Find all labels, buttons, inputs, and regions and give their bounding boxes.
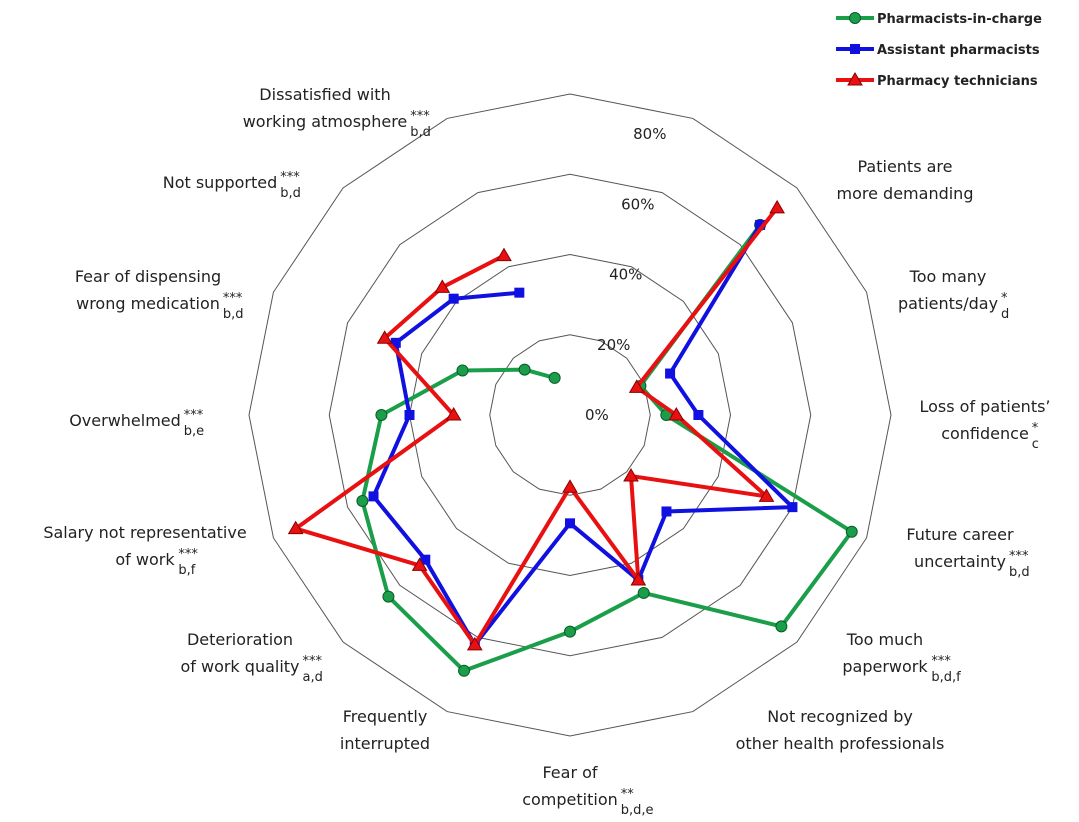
- category-label: Salary not representative of work: [43, 523, 246, 569]
- marker: [623, 468, 639, 482]
- significance-label: ***: [280, 170, 300, 185]
- category-label: Not recognized by other health profession…: [736, 707, 945, 753]
- tick-label: 0%: [585, 406, 609, 424]
- tick-label: 40%: [609, 266, 642, 284]
- marker: [562, 479, 578, 493]
- category-label: Dissatisfied with working atmosphere: [243, 85, 408, 131]
- marker: [458, 664, 471, 677]
- grid-ring: [489, 334, 651, 496]
- category-label: Future career uncertainty: [906, 525, 1014, 571]
- significance-label: ***: [223, 291, 243, 306]
- marker: [548, 371, 561, 384]
- marker: [564, 625, 576, 638]
- marker: [787, 502, 798, 513]
- marker: [287, 520, 304, 535]
- marker: [404, 410, 415, 420]
- significance-label: *: [1032, 421, 1039, 436]
- marker: [769, 199, 785, 214]
- marker: [434, 279, 451, 293]
- significance-label: ***: [178, 547, 198, 562]
- significance-label: ***: [410, 109, 430, 124]
- marker: [514, 287, 525, 298]
- marker: [775, 620, 788, 633]
- marker: [637, 586, 650, 599]
- category-label: Too much paperwork: [842, 630, 928, 676]
- marker: [368, 491, 379, 502]
- significance-label: ***: [303, 654, 323, 669]
- marker: [845, 525, 858, 538]
- group-label: d: [1001, 307, 1009, 322]
- group-label: b,d: [223, 307, 244, 322]
- series: [356, 218, 858, 677]
- marker: [382, 590, 395, 603]
- category-label: Patients are more demanding: [837, 157, 974, 203]
- marker: [755, 219, 766, 230]
- category-label: Deterioration of work quality: [180, 630, 299, 676]
- marker: [445, 407, 462, 421]
- significance-label: ***: [184, 408, 204, 423]
- group-label: b,d,e: [621, 803, 654, 818]
- category-label: Frequently interrupted: [340, 707, 430, 753]
- marker: [376, 330, 393, 344]
- marker: [850, 44, 860, 54]
- group-label: b,d,f: [931, 670, 961, 685]
- marker: [693, 410, 704, 420]
- series-line: [371, 223, 795, 647]
- tick-label: 80%: [633, 125, 666, 143]
- marker: [565, 518, 575, 529]
- category-label: Overwhelmed: [69, 411, 181, 430]
- marker: [849, 12, 861, 24]
- group-label: b,d: [410, 125, 431, 140]
- tick-label: 60%: [621, 195, 654, 213]
- marker: [628, 379, 645, 393]
- significance-label: *: [1001, 291, 1008, 306]
- series: [287, 199, 785, 651]
- marker: [661, 506, 672, 517]
- tick-label: 20%: [597, 336, 630, 354]
- group-label: b,d: [280, 186, 301, 201]
- marker: [448, 293, 459, 304]
- marker: [847, 72, 863, 86]
- series-line: [293, 206, 779, 647]
- marker: [466, 636, 483, 651]
- group-label: b,e: [184, 424, 204, 439]
- marker: [496, 247, 512, 262]
- marker: [390, 337, 401, 348]
- marker: [456, 364, 469, 377]
- category-label: Too many patients/day: [898, 267, 998, 313]
- group-label: a,d: [303, 670, 323, 685]
- category-label: Loss of patients’ confidence: [919, 397, 1050, 443]
- legend-label: Assistant pharmacists: [877, 43, 1040, 58]
- marker: [411, 557, 428, 571]
- marker: [668, 407, 685, 421]
- legend-label: Pharmacy technicians: [877, 74, 1038, 89]
- marker: [758, 488, 775, 502]
- marker: [375, 409, 388, 421]
- category-label: Fear of dispensing wrong medication: [75, 267, 221, 313]
- grid-ring: [328, 173, 812, 657]
- marker: [630, 571, 647, 586]
- marker: [420, 554, 431, 565]
- significance-label: **: [621, 787, 635, 802]
- category-label: Fear of competition: [522, 763, 618, 809]
- grid-ring: [248, 93, 892, 737]
- group-label: b,d: [1009, 565, 1030, 580]
- marker: [665, 368, 676, 379]
- grid-ring: [408, 253, 732, 577]
- group-label: c: [1032, 437, 1039, 452]
- significance-label: ***: [931, 654, 951, 669]
- significance-label: ***: [1009, 549, 1029, 564]
- category-label: Not supported: [163, 173, 278, 192]
- marker: [356, 494, 369, 507]
- group-label: b,f: [178, 563, 195, 578]
- legend-label: Pharmacists-in-charge: [877, 12, 1042, 27]
- marker: [518, 363, 531, 376]
